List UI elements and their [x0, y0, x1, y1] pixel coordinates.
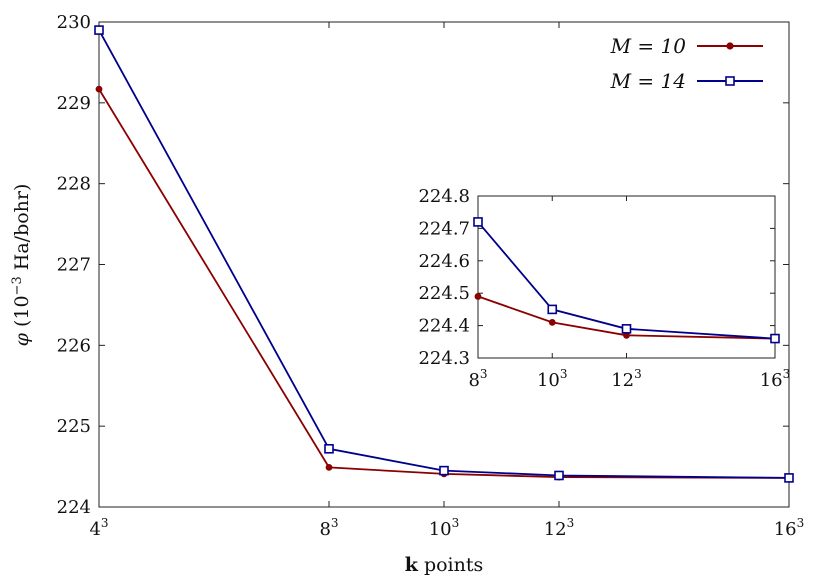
main-y-tick-label: 226: [57, 335, 91, 356]
inset-y-tick-label: 224.8: [418, 186, 470, 207]
inset-point-m10: [548, 318, 556, 326]
x-axis-label: k points: [405, 554, 484, 576]
legend: M = 10 M = 14: [610, 34, 763, 93]
inset-point-m14: [621, 324, 632, 334]
inset-point-m10: [474, 293, 482, 300]
inset-y-tick-label: 224.4: [418, 316, 470, 337]
main-y-tick-label: 229: [57, 93, 91, 114]
inset-series-line-m10: [477, 295, 776, 340]
main-point-m14: [94, 25, 104, 35]
main-point-m14: [554, 470, 564, 481]
main-point-m10: [95, 85, 103, 93]
main-point-m14: [439, 465, 449, 476]
main-y-tick-label: 224: [57, 497, 91, 518]
main-x-tick-label: 103: [429, 516, 460, 540]
main-x-tick-label: 43: [89, 516, 108, 540]
legend-marker-m14: [725, 76, 735, 86]
main-x-tick-label: 123: [544, 516, 575, 540]
inset-point-m14: [547, 304, 558, 315]
inset-y-tick-label: 224.6: [418, 251, 470, 272]
inset-x-tick-label: 163: [760, 367, 791, 391]
inset-y-tick-label: 224.3: [418, 348, 470, 369]
legend-marker-m10: [726, 42, 734, 50]
legend-label-m10: M = 10: [610, 34, 687, 58]
main-point-m10: [325, 463, 333, 471]
inset-x-tick-label: 83: [468, 367, 487, 391]
inset-point-m14: [473, 217, 483, 227]
main-point-m14: [324, 443, 334, 454]
inset-x-tick-label: 123: [611, 367, 642, 391]
main-y-tick-label: 225: [57, 416, 91, 437]
y-axis-label: φ (10−3 Ha/bohr): [10, 184, 33, 347]
main-y-tick-label: 230: [57, 12, 91, 33]
main-x-tick-label: 83: [319, 516, 338, 540]
inset-y-tick-label: 224.7: [418, 218, 470, 239]
main-x-tick-label: 163: [774, 516, 805, 540]
inset-y-tick-label: 224.5: [418, 283, 470, 304]
inset-point-m14: [770, 333, 780, 344]
inset-x-tick-label: 103: [537, 367, 568, 391]
main-point-m14: [784, 473, 794, 483]
inset-series-line-m14: [477, 221, 776, 340]
main-y-tick-label: 227: [57, 255, 91, 276]
main-y-tick-label: 228: [57, 174, 91, 195]
legend-label-m14: M = 14: [610, 69, 686, 93]
